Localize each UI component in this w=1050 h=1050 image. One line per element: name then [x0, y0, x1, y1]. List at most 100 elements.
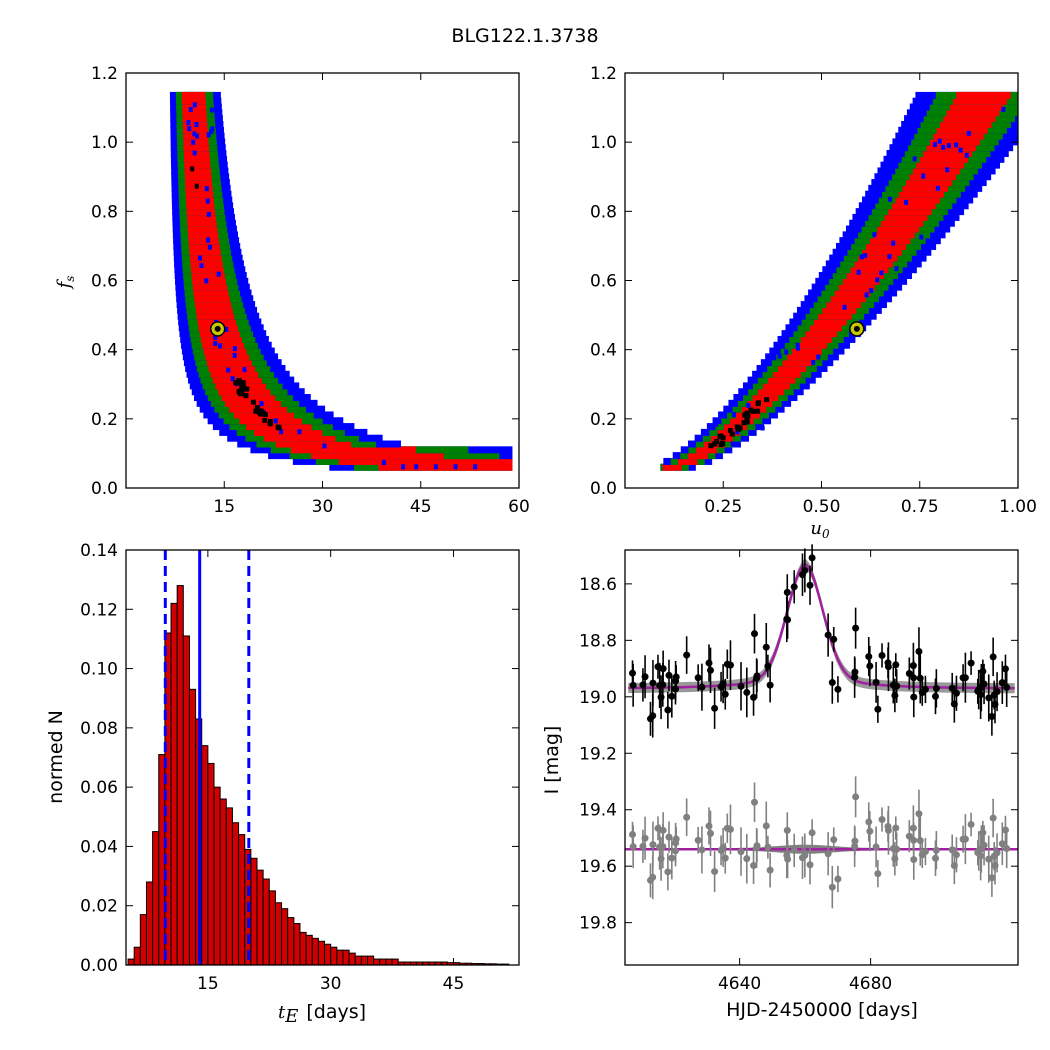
tr-density-cell: [891, 202, 936, 210]
tl-density-cell: [193, 289, 229, 297]
tl-best-cell: [275, 424, 281, 430]
data-point: [711, 704, 719, 712]
tl-best-cell: [262, 411, 268, 417]
histogram-bar: [182, 635, 190, 966]
tl-density-cell: [206, 132, 211, 138]
data-point: [891, 691, 899, 699]
tr-density-cell: [923, 150, 973, 158]
tr-best-cell: [742, 412, 748, 418]
residual-point: [961, 835, 969, 843]
tl-density-cell: [206, 211, 211, 217]
tr-density-cell: [796, 345, 801, 351]
tr-density-cell: [888, 208, 932, 216]
bl-xlabel: tE [days]: [278, 1001, 366, 1027]
bl-ytick-label: 0.14: [80, 541, 118, 561]
residual-point: [664, 868, 672, 876]
tr-density-cell: [858, 254, 898, 262]
br-xtick-label: 4680: [849, 974, 892, 994]
tr-density-cell: [958, 147, 963, 153]
data-point: [806, 581, 814, 589]
tr-density-cell: [850, 266, 889, 274]
residual-point: [1001, 826, 1009, 834]
tr-density-cell: [1001, 106, 1006, 112]
residual-point: [980, 841, 988, 849]
tr-best-cell: [745, 413, 751, 419]
histogram-bar: [268, 890, 276, 966]
tl-density-cell: [297, 429, 302, 435]
tr-density-cell: [869, 237, 911, 245]
tl-density-cell: [192, 131, 197, 137]
tr-best-fit-dot: [853, 325, 860, 332]
data-point: [719, 680, 727, 688]
tr-density-cell: [662, 463, 682, 471]
histogram-bar: [287, 917, 295, 966]
tr-xlabel: u0: [810, 518, 830, 541]
tr-density-cell: [730, 441, 735, 447]
tl-density-cell: [232, 346, 237, 352]
tr-density-cell: [732, 412, 737, 418]
tl-best-cell: [237, 389, 243, 395]
residual-point: [668, 854, 676, 862]
tl-density-cell: [184, 155, 210, 163]
data-point: [790, 583, 798, 591]
histogram-bar: [330, 946, 338, 966]
tl-best-cell: [233, 380, 239, 386]
tl-ytick-label: 0.8: [91, 202, 118, 222]
tl-density-cell: [401, 464, 406, 470]
data-point: [764, 662, 772, 670]
tl-best-cell: [250, 399, 256, 405]
tl-density-cell: [213, 341, 218, 347]
residual-point: [762, 822, 770, 830]
tl-density-cell: [185, 190, 214, 198]
tl-density-cell: [188, 237, 220, 245]
residual-point: [915, 810, 923, 818]
tl-density-cell: [275, 440, 352, 448]
residual-point: [751, 798, 759, 806]
tl-density-cell: [210, 126, 215, 132]
tl-best-cell: [194, 183, 199, 189]
tr-density-cell: [895, 196, 940, 204]
residual-point: [866, 827, 874, 835]
residual-point: [1003, 845, 1011, 853]
histogram-bar: [256, 869, 264, 966]
data-point: [737, 682, 745, 690]
tr-density-cell: [879, 270, 884, 276]
tr-density-cell: [816, 354, 821, 360]
tl-density-cell: [187, 126, 192, 132]
data-point: [783, 588, 791, 596]
tl-ytick-label: 0.4: [91, 341, 118, 361]
tl-density-cell: [184, 161, 211, 169]
histogram-bar: [238, 834, 246, 966]
tl-density-cell: [204, 278, 209, 284]
data-point: [948, 684, 956, 692]
tr-xtick-label: 0.75: [901, 497, 939, 517]
tl-best-cell: [262, 417, 268, 423]
residual-point: [872, 843, 880, 851]
residual-point: [998, 840, 1006, 848]
tr-best-cell: [718, 433, 724, 439]
tl-density-cell: [195, 301, 232, 309]
tl-density-cell: [182, 97, 206, 105]
tl-density-cell: [200, 335, 242, 343]
data-point: [852, 624, 860, 632]
tr-density-cell: [877, 225, 919, 233]
tr-density-cell: [919, 234, 924, 240]
tl-density-cell: [184, 167, 212, 175]
data-point: [798, 571, 806, 579]
residual-point: [874, 870, 882, 878]
tr-best-cell: [712, 441, 718, 447]
tl-density-cell: [186, 208, 216, 216]
residual-point: [993, 849, 1001, 857]
data-point: [985, 694, 993, 702]
tr-best-cell: [741, 420, 747, 426]
data-point: [892, 661, 900, 669]
residual-point: [921, 848, 929, 856]
residual-point: [834, 875, 842, 883]
tl-density-cell: [195, 133, 200, 139]
tr-density-cell: [949, 103, 1004, 111]
tl-best-fit-dot: [214, 325, 221, 332]
bl-ytick-label: 0.10: [80, 660, 118, 680]
bl-ytick-label: 0.02: [80, 897, 118, 917]
tr-ytick-label: 0.6: [590, 272, 617, 292]
tl-density-cell: [186, 196, 214, 204]
